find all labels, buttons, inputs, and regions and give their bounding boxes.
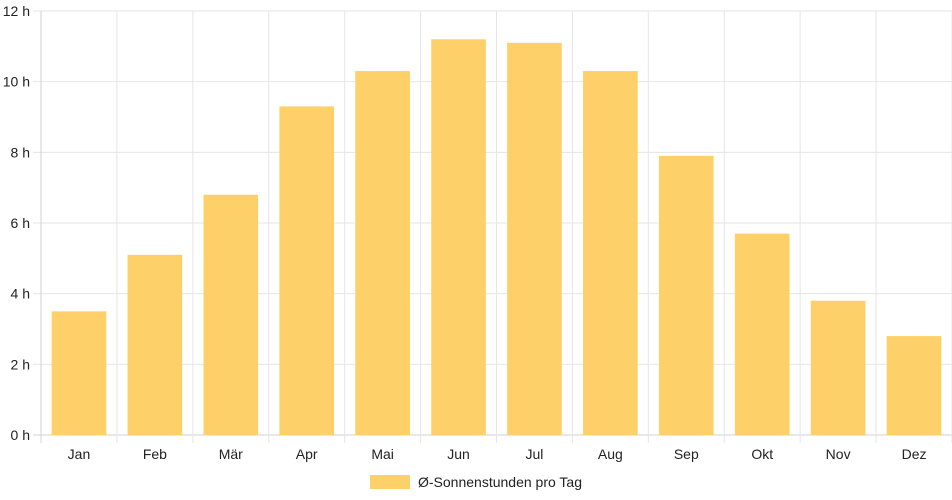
bar-aug[interactable] [583, 71, 638, 436]
x-tick-label: Aug [598, 446, 623, 462]
bar-apr[interactable] [279, 106, 335, 436]
bar-jul[interactable] [507, 42, 562, 436]
legend-swatch[interactable] [370, 475, 410, 489]
x-axis-ticks: Jan Feb Mär Apr Mai Jun Jul Aug Sep Okt Nov Dez [68, 446, 927, 462]
x-tick-label: Jul [526, 446, 544, 462]
bar-okt[interactable] [734, 233, 790, 435]
bar-jun[interactable] [431, 39, 486, 436]
x-tick-label: Nov [826, 446, 851, 462]
grid [33, 10, 952, 443]
bar-feb[interactable] [127, 254, 183, 435]
x-tick-label: Dez [902, 446, 927, 462]
x-tick-label: Okt [751, 446, 773, 462]
x-tick-label: Jun [447, 446, 470, 462]
y-tick-label: 4 h [11, 286, 30, 302]
y-tick-label: 12 h [3, 3, 30, 19]
y-axis-ticks: 0 h 2 h 4 h 6 h 8 h 10 h 12 h [3, 3, 30, 443]
bar-mai[interactable] [355, 71, 410, 436]
x-tick-label: Mai [371, 446, 394, 462]
x-tick-label: Sep [674, 446, 699, 462]
bar-sep[interactable] [658, 155, 714, 435]
x-tick-label: Feb [143, 446, 167, 462]
legend[interactable]: Ø-Sonnenstunden pro Tag [370, 474, 582, 490]
bar-jan[interactable] [51, 311, 107, 435]
y-tick-label: 2 h [11, 356, 30, 372]
bars [51, 39, 942, 436]
y-tick-label: 10 h [3, 74, 30, 90]
x-tick-label: Jan [68, 446, 91, 462]
bar-nov[interactable] [810, 300, 866, 435]
x-tick-label: Mär [219, 446, 243, 462]
bar-mär[interactable] [203, 194, 259, 435]
bar-dez[interactable] [886, 336, 942, 435]
y-tick-label: 6 h [11, 215, 30, 231]
y-tick-label: 8 h [11, 144, 30, 160]
legend-label[interactable]: Ø-Sonnenstunden pro Tag [418, 474, 582, 490]
x-tick-label: Apr [296, 446, 318, 462]
y-tick-label: 0 h [11, 427, 30, 443]
